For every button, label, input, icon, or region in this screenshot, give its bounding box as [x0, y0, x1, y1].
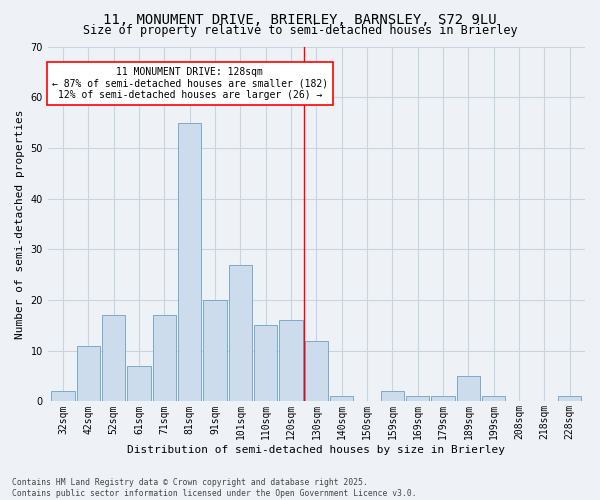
Text: Contains HM Land Registry data © Crown copyright and database right 2025.
Contai: Contains HM Land Registry data © Crown c…	[12, 478, 416, 498]
Bar	[127, 366, 151, 402]
Bar	[406, 396, 430, 402]
Bar	[152, 315, 176, 402]
Text: 11 MONUMENT DRIVE: 128sqm
← 87% of semi-detached houses are smaller (182)
12% of: 11 MONUMENT DRIVE: 128sqm ← 87% of semi-…	[52, 67, 328, 100]
Bar	[381, 392, 404, 402]
Text: 11, MONUMENT DRIVE, BRIERLEY, BARNSLEY, S72 9LU: 11, MONUMENT DRIVE, BRIERLEY, BARNSLEY, …	[103, 12, 497, 26]
Bar	[52, 392, 74, 402]
X-axis label: Distribution of semi-detached houses by size in Brierley: Distribution of semi-detached houses by …	[127, 445, 505, 455]
Bar	[330, 396, 353, 402]
Bar	[280, 320, 303, 402]
Bar	[305, 340, 328, 402]
Bar	[482, 396, 505, 402]
Bar	[77, 346, 100, 402]
Bar	[178, 122, 202, 402]
Text: Size of property relative to semi-detached houses in Brierley: Size of property relative to semi-detach…	[83, 24, 517, 37]
Bar	[254, 326, 277, 402]
Bar	[431, 396, 455, 402]
Bar	[457, 376, 480, 402]
Bar	[229, 264, 252, 402]
Y-axis label: Number of semi-detached properties: Number of semi-detached properties	[15, 109, 25, 338]
Bar	[203, 300, 227, 402]
Bar	[102, 315, 125, 402]
Bar	[558, 396, 581, 402]
